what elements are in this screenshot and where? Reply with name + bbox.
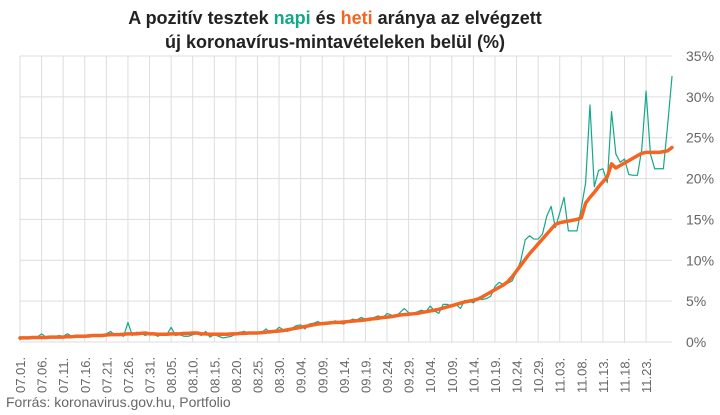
x-tick-label: 10.24.: [510, 357, 525, 393]
x-tick-label: 07.16.: [78, 357, 93, 393]
title-text-and: és: [310, 8, 341, 28]
x-tick-label: 11.03.: [553, 358, 568, 393]
x-tick-label: 10.19.: [488, 357, 503, 393]
y-tick-label: 10%: [686, 252, 714, 268]
x-tick-label: 09.04.: [294, 357, 309, 393]
x-tick-label: 08.10.: [186, 357, 201, 393]
title-text-start: A pozitív tesztek: [128, 8, 274, 28]
x-tick-label: 07.06.: [35, 357, 50, 393]
x-tick-label: 08.15.: [207, 357, 222, 393]
y-tick-label: 25%: [686, 130, 714, 146]
y-tick-label: 20%: [686, 171, 714, 187]
x-tick-label: 08.20.: [229, 357, 244, 393]
x-tick-label: 11.13.: [596, 358, 611, 393]
x-tick-label: 09.24.: [380, 357, 395, 393]
x-tick-label: 07.31.: [143, 357, 158, 393]
x-tick-label: 09.09.: [315, 357, 330, 393]
x-tick-label: 07.26.: [121, 357, 136, 393]
x-tick-label: 09.14.: [337, 357, 352, 393]
y-tick-label: 5%: [686, 293, 706, 309]
source-note: Forrás: koronavirus.gov.hu, Portfolio: [6, 394, 231, 410]
x-tick-label: 11.08.: [574, 358, 589, 393]
y-tick-label: 30%: [686, 89, 714, 105]
title-napi-highlight: napi: [273, 8, 311, 28]
title-heti-highlight: heti: [340, 8, 373, 28]
title-text-end: aránya az elvégzett: [372, 8, 542, 28]
x-tick-label: 07.01.: [13, 357, 28, 393]
x-tick-label: 11.18.: [618, 358, 633, 393]
y-tick-label: 35%: [686, 48, 714, 64]
x-tick-label: 09.19.: [358, 357, 373, 393]
x-tick-label: 08.30.: [272, 357, 287, 393]
y-tick-label: 15%: [686, 211, 714, 227]
x-tick-label: 08.25.: [250, 357, 265, 393]
x-tick-label: 11.23.: [639, 358, 654, 393]
x-tick-label: 10.29.: [531, 357, 546, 393]
title-second-line: új koronavírus-mintavételeken belül (%): [164, 32, 506, 52]
x-tick-label: 10.09.: [445, 357, 460, 393]
series-line-napi: [19, 75, 673, 341]
x-tick-label: 10.14.: [466, 357, 481, 393]
x-tick-label: 07.21.: [99, 357, 114, 393]
series-line-heti: [18, 145, 674, 340]
x-tick-label: 10.04.: [423, 357, 438, 393]
y-tick-label: 0%: [686, 334, 706, 350]
x-tick-label: 08.05.: [164, 357, 179, 393]
x-tick-label: 07.11.: [56, 358, 71, 393]
chart-title: A pozitív tesztek napi és heti aránya az…: [0, 6, 670, 54]
x-tick-label: 09.29.: [402, 357, 417, 393]
